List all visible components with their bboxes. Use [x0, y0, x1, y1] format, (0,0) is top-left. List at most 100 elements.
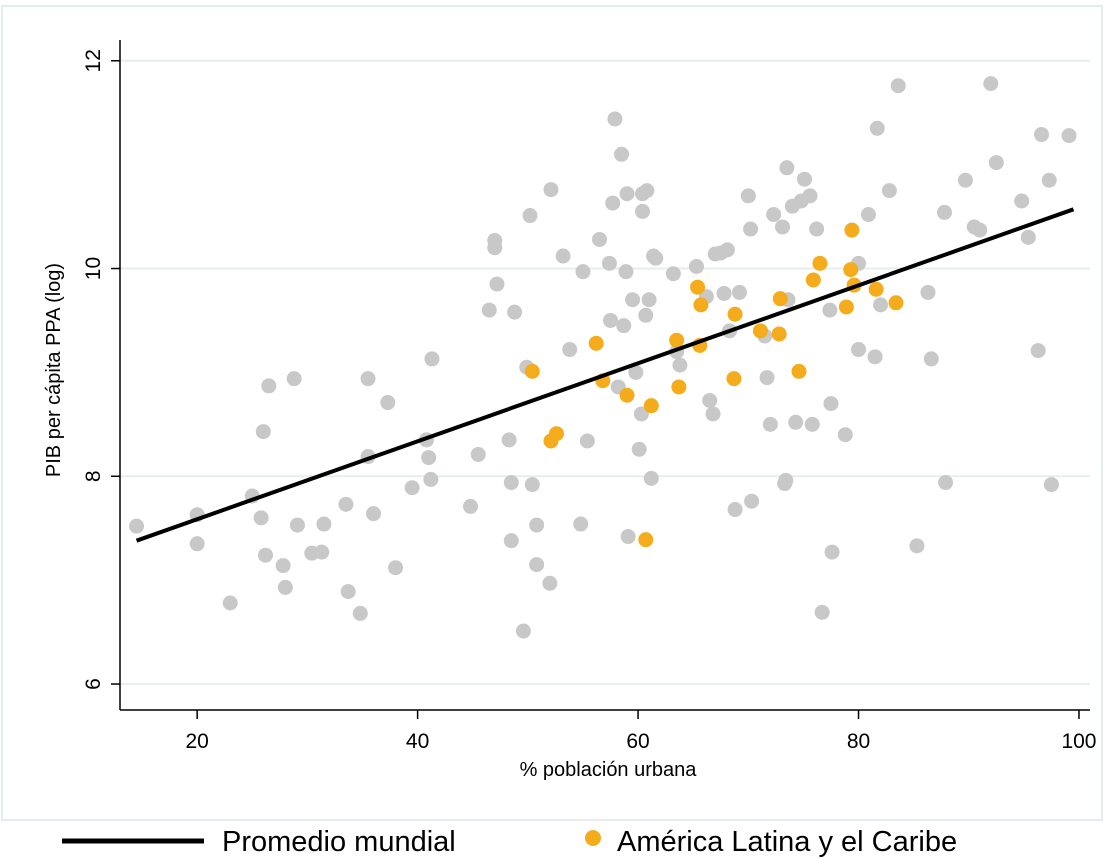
latam-point: [669, 332, 685, 348]
world-point: [983, 76, 999, 92]
world-point: [470, 446, 486, 462]
world-point: [625, 292, 641, 308]
world-point: [601, 255, 617, 271]
world-point: [802, 188, 818, 204]
x-tick-label: 20: [185, 730, 208, 753]
world-point: [727, 502, 743, 518]
world-point: [388, 560, 404, 576]
world-point: [788, 414, 804, 430]
world-point: [639, 183, 655, 199]
world-point: [731, 284, 747, 300]
y-axis-ticks: 6 8 10 12: [82, 49, 120, 690]
world-point: [1041, 172, 1057, 188]
world-point: [665, 266, 681, 282]
x-axis-ticks: 20 40 60 80 100: [185, 710, 1097, 753]
world-point: [688, 258, 704, 274]
trend-line-group: [135, 207, 1075, 543]
world-point: [937, 204, 952, 220]
latam-points: [524, 222, 904, 548]
trend-line: [135, 207, 1075, 543]
world-point: [920, 284, 936, 300]
world-point: [814, 604, 830, 620]
world-point: [743, 221, 758, 237]
y-tick-label: 12: [82, 49, 105, 72]
world-point: [719, 242, 735, 258]
world-point: [404, 480, 420, 496]
world-point: [289, 517, 305, 533]
world-point: [360, 371, 376, 387]
world-point: [740, 188, 756, 204]
world-point: [529, 517, 545, 533]
world-point: [421, 450, 437, 466]
world-point: [189, 536, 205, 552]
world-point: [487, 240, 503, 256]
y-tick-label: 10: [82, 257, 105, 280]
latam-point: [549, 426, 564, 442]
latam-point: [772, 291, 788, 307]
world-point: [631, 441, 647, 457]
x-tick-label: 40: [406, 730, 429, 753]
world-point: [778, 472, 794, 488]
world-point: [797, 171, 813, 187]
world-point: [522, 208, 538, 224]
world-point: [258, 547, 273, 563]
world-point: [352, 605, 368, 621]
world-point: [603, 312, 619, 328]
latam-point: [843, 262, 859, 278]
world-point: [253, 510, 269, 526]
latam-point: [727, 306, 743, 322]
world-point: [542, 575, 558, 591]
world-point: [909, 538, 925, 554]
y-axis-title: PIB per cápita PPA (log): [43, 263, 65, 477]
world-point: [873, 297, 889, 313]
world-point: [766, 207, 782, 223]
latam-point: [690, 279, 706, 295]
world-point: [129, 518, 145, 534]
world-point: [1030, 343, 1046, 359]
world-point: [255, 424, 271, 440]
latam-point: [812, 255, 828, 271]
world-point: [529, 557, 545, 573]
x-tick-label: 60: [626, 730, 649, 753]
world-point: [340, 584, 356, 600]
latam-point: [643, 398, 659, 414]
plot-frame: [1, 5, 1103, 821]
world-point: [503, 475, 519, 491]
world-point: [277, 579, 293, 595]
world-point: [643, 470, 659, 486]
legend-label-world: Promedio mundial: [222, 826, 456, 858]
world-point: [648, 250, 664, 266]
world-point: [705, 406, 721, 422]
world-point: [424, 351, 440, 367]
world-point: [591, 231, 607, 247]
latam-point: [888, 295, 904, 311]
x-axis-title: % población urbana: [520, 759, 698, 781]
world-point: [702, 392, 718, 408]
latam-point: [588, 335, 604, 351]
legend: Promedio mundial América Latina y el Car…: [62, 826, 957, 858]
world-point: [823, 396, 839, 412]
world-point: [672, 357, 688, 373]
latam-point: [752, 323, 768, 339]
world-point: [515, 623, 531, 639]
world-point: [759, 370, 775, 386]
world-point: [641, 292, 657, 308]
world-point: [851, 342, 867, 358]
world-point: [607, 111, 623, 127]
world-point: [366, 506, 382, 522]
world-point: [316, 516, 332, 532]
world-point: [822, 302, 838, 318]
world-point: [869, 120, 885, 136]
world-point: [605, 195, 621, 211]
world-point: [619, 186, 635, 202]
world-point: [507, 304, 523, 320]
latam-point: [771, 326, 787, 342]
latam-point: [638, 532, 654, 548]
latam-point: [693, 297, 709, 313]
world-point: [628, 364, 644, 380]
world-point: [503, 533, 519, 549]
world-point: [938, 475, 954, 491]
world-point: [881, 183, 897, 199]
world-point: [489, 276, 505, 292]
